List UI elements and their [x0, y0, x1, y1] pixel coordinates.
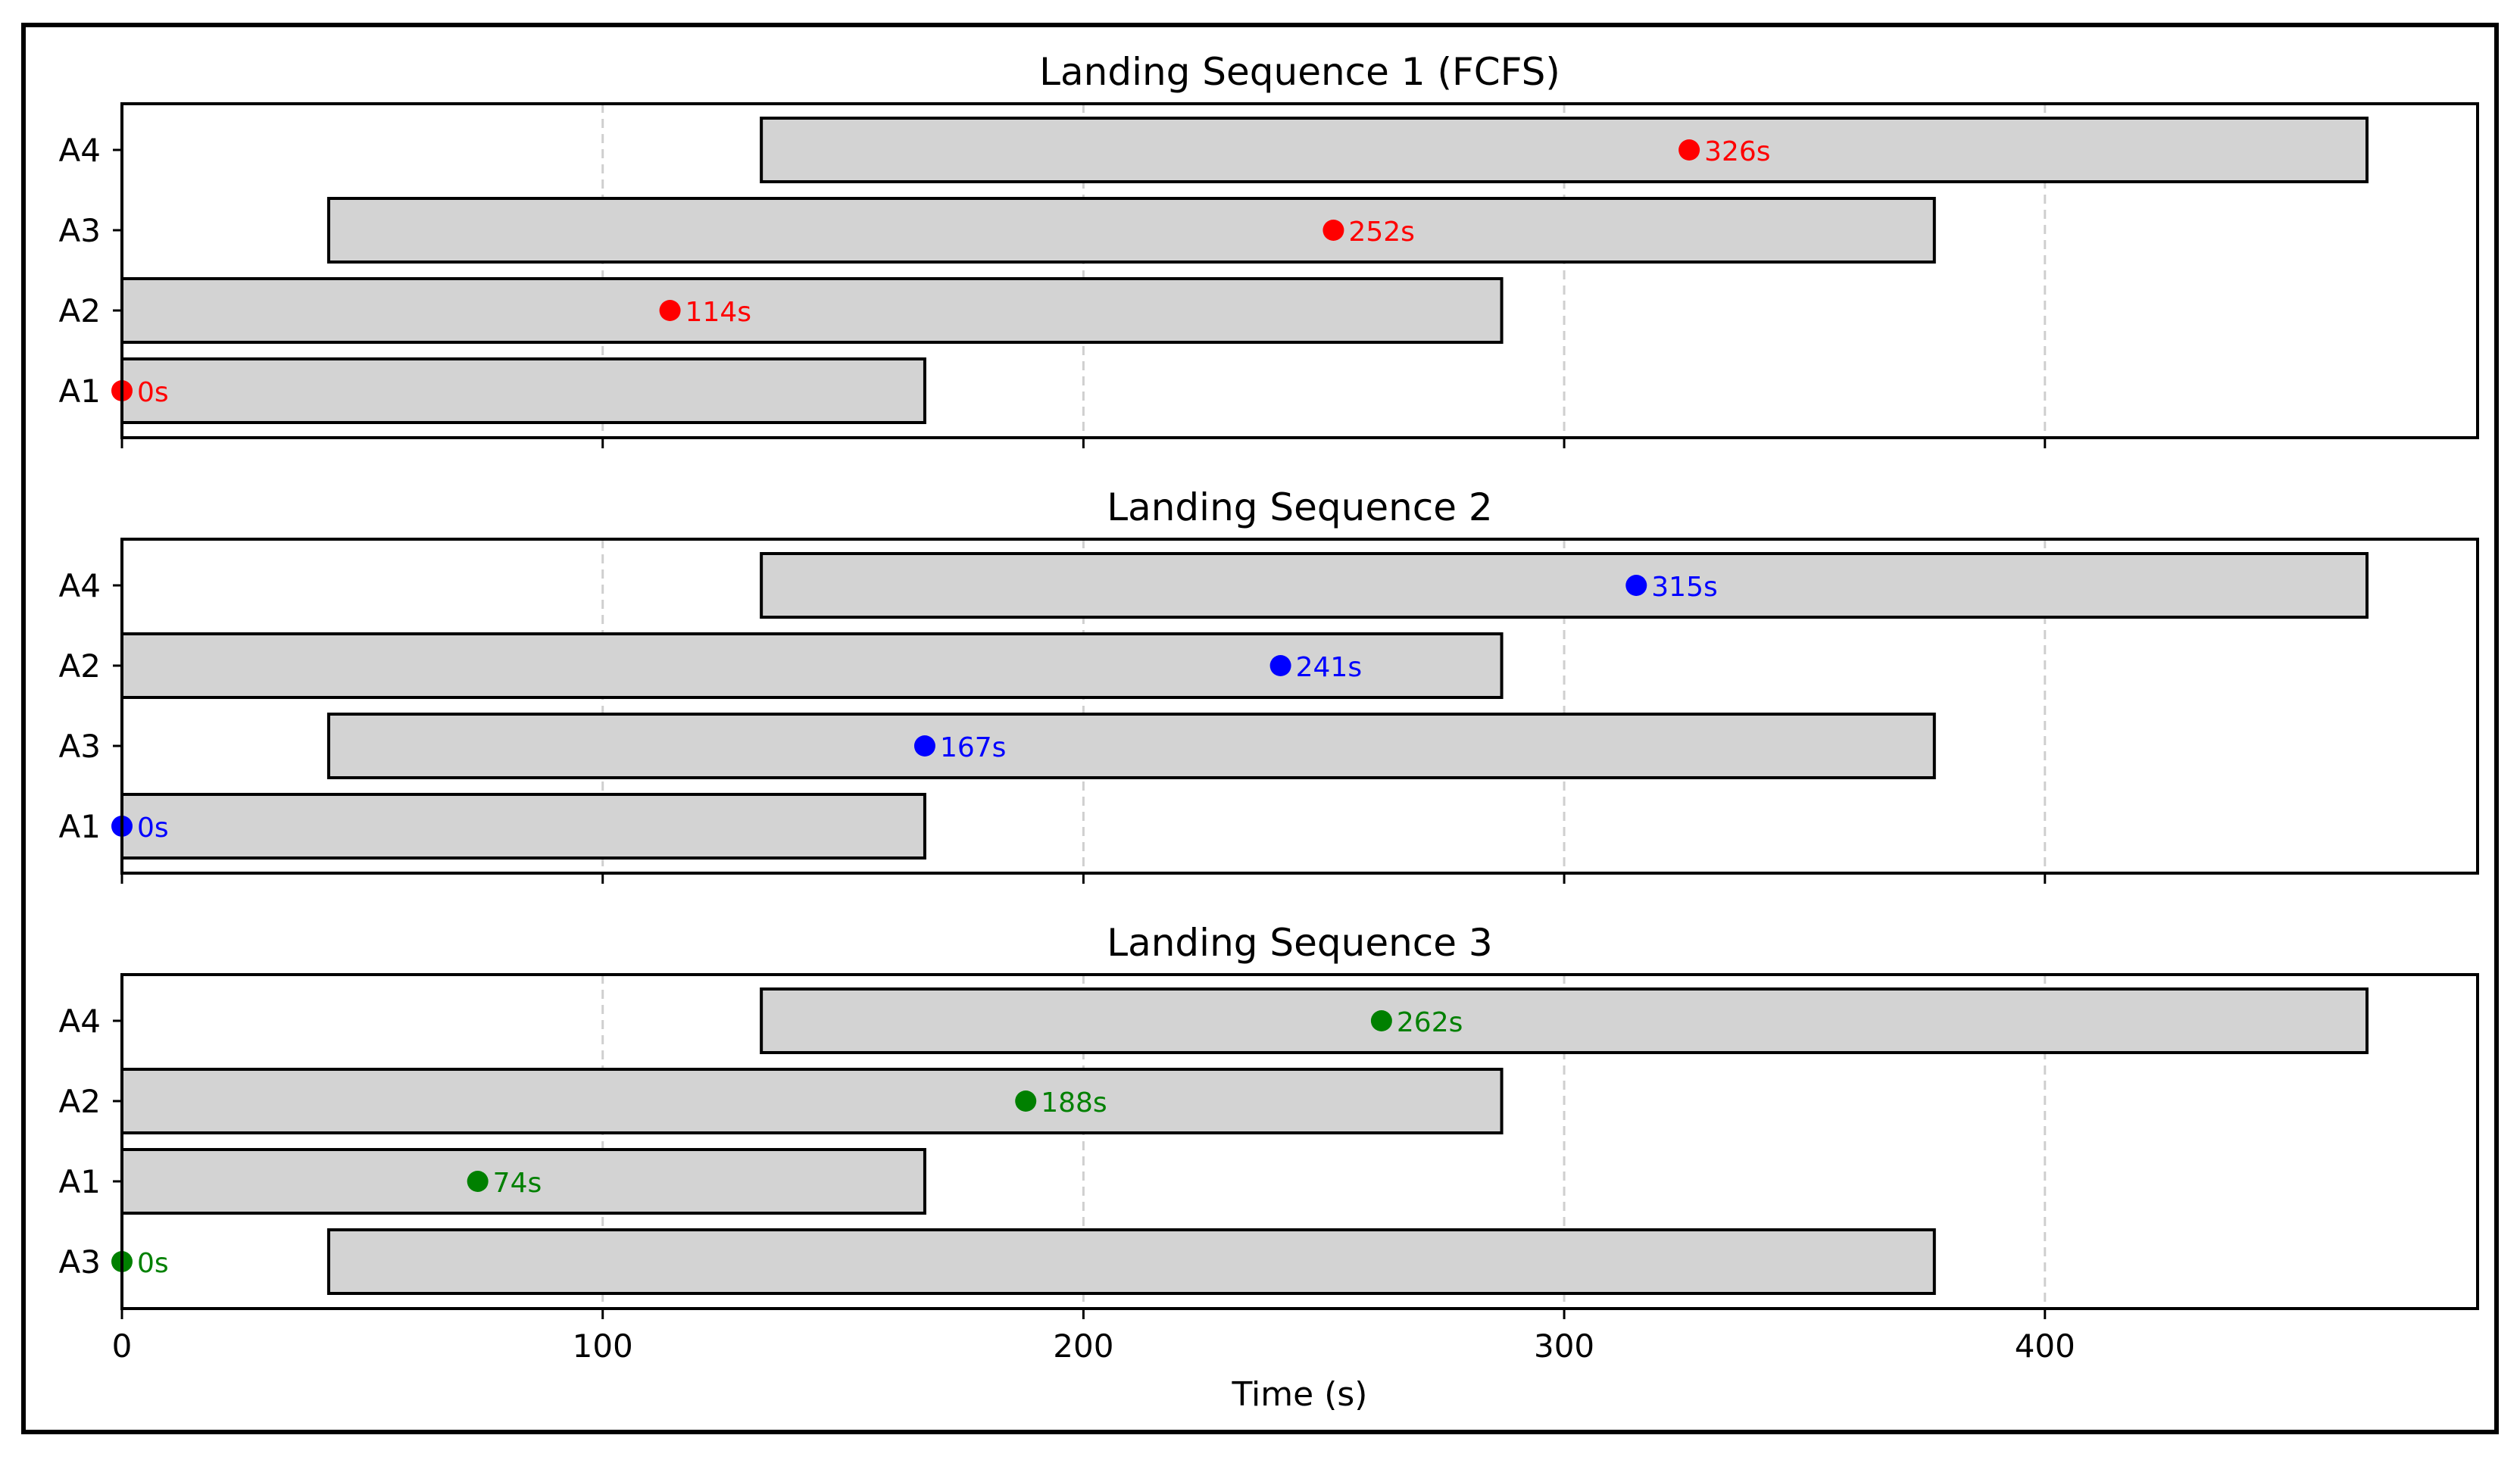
- landing-label: 0s: [137, 813, 169, 844]
- y-tick-label: A3: [59, 728, 101, 765]
- landing-label: 74s: [493, 1168, 542, 1199]
- panel-frame: [120, 973, 2479, 1310]
- landing-point: [1322, 220, 1344, 241]
- y-tick-label: A4: [59, 1003, 101, 1040]
- landing-label: 326s: [1704, 136, 1770, 167]
- window-bar: [120, 357, 926, 424]
- window-bar: [760, 117, 2369, 183]
- landing-point: [1269, 655, 1291, 676]
- window-bar: [760, 987, 2369, 1054]
- x-tick-label: 300: [1534, 1328, 1594, 1365]
- x-axis-label: Time (s): [1232, 1375, 1368, 1414]
- landing-point: [1015, 1090, 1037, 1112]
- window-bar: [120, 1148, 926, 1215]
- y-tick-label: A4: [59, 132, 101, 169]
- panel-frame: [120, 102, 2479, 439]
- landing-label: 252s: [1348, 217, 1414, 248]
- landing-point: [1625, 575, 1647, 596]
- y-tick-label: A3: [59, 212, 101, 249]
- landing-point: [913, 735, 935, 757]
- x-tick-label: 400: [2015, 1328, 2075, 1365]
- landing-label: 241s: [1296, 652, 1362, 683]
- y-tick-label: A2: [59, 647, 101, 685]
- landing-label: 188s: [1041, 1087, 1107, 1118]
- y-tick-label: A1: [59, 808, 101, 845]
- y-tick-label: A3: [59, 1243, 101, 1281]
- panel-title: Landing Sequence 1 (FCFS): [1039, 50, 1560, 94]
- landing-label: 0s: [137, 1248, 169, 1279]
- x-tick-label: 100: [573, 1328, 633, 1365]
- panel-frame: [120, 538, 2479, 875]
- landing-point: [1370, 1010, 1392, 1031]
- landing-label: 167s: [940, 732, 1006, 763]
- panel-title: Landing Sequence 2: [1107, 485, 1492, 529]
- landing-label: 262s: [1397, 1007, 1463, 1038]
- y-tick-label: A2: [59, 1083, 101, 1120]
- window-bar: [326, 713, 1936, 779]
- window-bar: [120, 632, 1504, 699]
- panel-title: Landing Sequence 3: [1107, 921, 1492, 965]
- y-tick-label: A4: [59, 567, 101, 604]
- window-bar: [120, 1068, 1504, 1134]
- landing-label: 114s: [685, 297, 751, 328]
- window-bar: [326, 1228, 1936, 1295]
- window-bar: [120, 793, 926, 860]
- y-tick-label: A2: [59, 292, 101, 329]
- window-bar: [760, 552, 2369, 619]
- x-tick-label: 0: [112, 1328, 133, 1365]
- landing-label: 0s: [137, 377, 169, 408]
- landing-point: [1678, 139, 1700, 161]
- window-bar: [120, 277, 1504, 344]
- landing-point: [467, 1171, 489, 1192]
- landing-label: 315s: [1651, 572, 1717, 603]
- y-tick-label: A1: [59, 1163, 101, 1200]
- x-tick-label: 200: [1053, 1328, 1113, 1365]
- window-bar: [326, 197, 1936, 264]
- landing-point: [659, 300, 681, 321]
- y-tick-label: A1: [59, 373, 101, 410]
